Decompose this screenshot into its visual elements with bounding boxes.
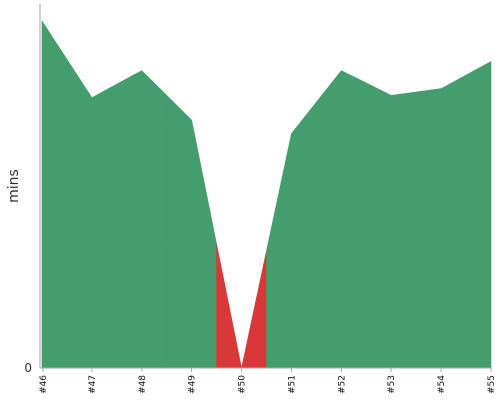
- y-tick-label: 0: [24, 361, 32, 375]
- x-tick-label: #47: [88, 375, 98, 394]
- x-tick-label: #50: [238, 375, 248, 394]
- area-segment-52: [316, 70, 367, 369]
- x-tick-label: #48: [138, 375, 148, 394]
- x-tick-label: #53: [387, 375, 397, 394]
- x-tick-label: #52: [337, 375, 347, 394]
- x-tick-label: #55: [487, 375, 497, 394]
- x-tick-label: #51: [287, 375, 297, 394]
- area-segment-55: [465, 61, 492, 369]
- area-segment-53: [365, 82, 417, 369]
- area-segment-46: [41, 19, 68, 369]
- x-tick-label: #54: [437, 375, 447, 394]
- area-segment-48: [116, 70, 168, 369]
- area-layer: [41, 19, 492, 369]
- x-tick-layer: #46 #47 #48 #49 #50 #51 #52 #53 #54 #55: [39, 368, 497, 394]
- x-tick-label: #46: [39, 375, 49, 394]
- area-segment-47: [66, 58, 118, 369]
- y-axis-label: mins: [6, 169, 22, 203]
- area-segment-51: [266, 101, 317, 369]
- area-segment-49: [166, 94, 217, 369]
- area-segment-50: [216, 244, 267, 369]
- x-tick-label: #49: [188, 375, 198, 394]
- area-segment-54: [415, 74, 467, 369]
